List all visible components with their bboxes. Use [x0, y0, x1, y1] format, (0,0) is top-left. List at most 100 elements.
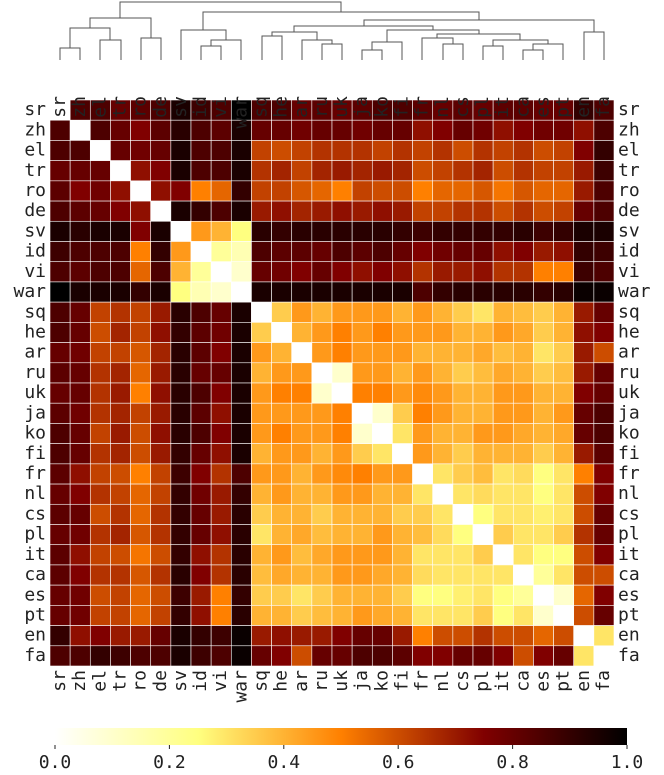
colorbar-tick-label: 0.0: [39, 752, 72, 773]
heatmap-cell: [533, 402, 554, 424]
heatmap-cell: [573, 382, 595, 404]
row-label-right: ar: [618, 342, 640, 363]
heatmap-cell: [472, 645, 494, 667]
heatmap-cell: [291, 160, 313, 182]
column-label-top: tr: [110, 96, 131, 118]
heatmap-cell: [210, 625, 232, 647]
column-label-top: ca: [512, 96, 533, 118]
heatmap-cell: [553, 625, 575, 647]
heatmap-cell: [432, 564, 454, 586]
heatmap-cell: [251, 342, 272, 364]
heatmap-cell: [170, 119, 192, 141]
heatmap-cell: [351, 625, 373, 647]
heatmap-cell: [110, 322, 131, 343]
column-label-bottom: tr: [110, 670, 131, 692]
heatmap-cell: [331, 220, 353, 242]
heatmap-cell: [533, 362, 554, 384]
heatmap-cell: [351, 402, 373, 424]
heatmap-cell: [392, 645, 413, 667]
heatmap-cell: [311, 443, 333, 465]
row-label-left: ro: [24, 180, 46, 201]
heatmap-cell: [553, 200, 575, 222]
heatmap-cell: [170, 322, 192, 343]
heatmap-cell: [150, 362, 172, 384]
heatmap-cell: [472, 544, 494, 566]
row-label-right: nl: [618, 483, 640, 504]
heatmap-cell: [230, 220, 252, 242]
heatmap-cell: [110, 281, 131, 303]
heatmap-cell: [110, 140, 131, 161]
heatmap-cell: [512, 160, 534, 182]
column-label-top: vi: [210, 96, 231, 118]
row-label-right: sr: [618, 99, 640, 120]
heatmap-cell: [351, 463, 373, 485]
heatmap-cell: [130, 140, 152, 161]
heatmap-cell: [49, 483, 71, 505]
heatmap-cell: [251, 503, 272, 525]
heatmap-cell: [331, 281, 353, 303]
heatmap-cell: [392, 605, 413, 626]
heatmap-cell: [512, 261, 534, 283]
column-label-top: ko: [371, 96, 392, 118]
heatmap-cell: [230, 625, 252, 647]
heatmap-cell: [412, 362, 434, 384]
heatmap-cell: [251, 160, 272, 182]
heatmap-cell: [150, 503, 172, 525]
heatmap-cell: [291, 645, 313, 667]
heatmap-cell: [392, 524, 413, 546]
column-label-top: pt: [553, 96, 574, 118]
row-label-left: sr: [24, 99, 46, 120]
heatmap-cell: [110, 645, 131, 667]
heatmap-cell: [150, 140, 172, 161]
row-label-left: fa: [24, 645, 46, 666]
heatmap-cell: [251, 382, 272, 404]
heatmap-cell: [472, 322, 494, 343]
heatmap-cell: [412, 483, 434, 505]
heatmap-cell: [432, 220, 454, 242]
heatmap-cell: [412, 342, 434, 364]
heatmap-cell: [573, 402, 595, 424]
heatmap-cell: [291, 524, 313, 546]
heatmap-cell: [432, 503, 454, 525]
heatmap-cell: [392, 241, 413, 263]
heatmap-cell: [251, 362, 272, 384]
heatmap-cell: [351, 645, 373, 667]
heatmap-cell: [371, 544, 393, 566]
heatmap-cell: [492, 241, 514, 263]
heatmap-cell: [553, 322, 575, 343]
heatmap-cell: [291, 625, 313, 647]
heatmap-cell: [351, 564, 373, 586]
heatmap-cell: [472, 402, 494, 424]
heatmap-cell: [110, 220, 131, 242]
heatmap-cell: [49, 503, 71, 525]
heatmap-cell: [130, 584, 152, 606]
heatmap-cell: [110, 200, 131, 222]
heatmap-cell: [170, 180, 192, 202]
heatmap-cell: [230, 322, 252, 343]
column-label-top: pl: [472, 96, 493, 118]
heatmap-cell: [130, 241, 152, 263]
heatmap-cell: [371, 281, 393, 303]
heatmap-cell: [452, 241, 474, 263]
heatmap-cell: [573, 220, 595, 242]
row-label-right: fa: [618, 645, 640, 666]
heatmap-cell: [573, 463, 595, 485]
heatmap-cell: [512, 483, 534, 505]
heatmap-cell: [432, 200, 454, 222]
heatmap-cell: [412, 382, 434, 404]
heatmap-cell: [130, 220, 152, 242]
heatmap-cell: [351, 524, 373, 546]
heatmap-cell: [130, 261, 152, 283]
heatmap-cell: [553, 483, 575, 505]
heatmap-cell: [170, 423, 192, 444]
column-label-bottom: de: [150, 670, 171, 692]
heatmap-cell: [593, 503, 615, 525]
row-label-left: fr: [24, 463, 46, 484]
column-label-bottom: fi: [392, 670, 413, 692]
heatmap-cell: [210, 584, 232, 606]
heatmap-cell: [190, 362, 212, 384]
heatmap-cell: [533, 322, 554, 343]
row-label-left: el: [24, 140, 46, 161]
heatmap-cell: [190, 180, 212, 202]
